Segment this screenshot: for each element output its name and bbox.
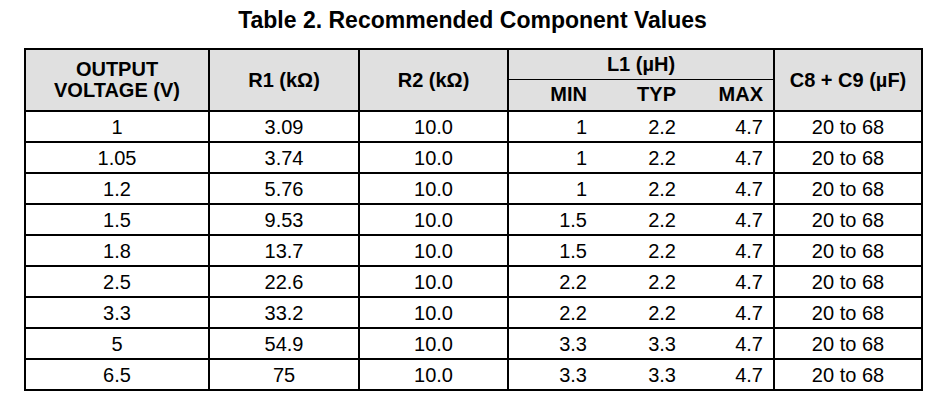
table-cell: 10.0 <box>359 111 508 142</box>
table-cell: 20 to 68 <box>774 111 922 142</box>
table-cell: 1.5 <box>508 235 597 266</box>
table-body: 13.0910.012.24.720 to 681.053.7410.012.2… <box>25 111 922 390</box>
table-cell: 4.7 <box>686 328 774 359</box>
table-cell: 10.0 <box>359 297 508 328</box>
table-cell: 4.7 <box>686 111 774 142</box>
table-cell: 10.0 <box>359 204 508 235</box>
table-cell: 2.2 <box>508 266 597 297</box>
table-cell: 3.3 <box>508 328 597 359</box>
table-cell: 3.74 <box>209 142 359 173</box>
table-cell: 2.2 <box>597 204 686 235</box>
header-row-top: OUTPUT VOLTAGE (V) R1 (kΩ) R2 (kΩ) L1 (µ… <box>25 49 922 79</box>
table-cell: 2.2 <box>597 142 686 173</box>
table-cell: 1.5 <box>508 204 597 235</box>
column-header-l1-typ: TYP <box>597 79 686 111</box>
column-header-r2: R2 (kΩ) <box>359 49 508 111</box>
table-cell: 1 <box>508 173 597 204</box>
table-cell: 22.6 <box>209 266 359 297</box>
table-row: 1.813.710.01.52.24.720 to 68 <box>25 235 922 266</box>
table-row: 3.333.210.02.22.24.720 to 68 <box>25 297 922 328</box>
table-cell: 20 to 68 <box>774 142 922 173</box>
table-cell: 4.7 <box>686 173 774 204</box>
table-cell: 10.0 <box>359 142 508 173</box>
table-cell: 1.2 <box>25 173 209 204</box>
table-title: Table 2. Recommended Component Values <box>24 7 921 33</box>
table-cell: 20 to 68 <box>774 297 922 328</box>
table-cell: 20 to 68 <box>774 204 922 235</box>
table-cell: 1.5 <box>25 204 209 235</box>
table-cell: 2.5 <box>25 266 209 297</box>
table-cell: 1 <box>25 111 209 142</box>
table-row: 554.910.03.33.34.720 to 68 <box>25 328 922 359</box>
table-cell: 6.5 <box>25 359 209 390</box>
table-cell: 10.0 <box>359 328 508 359</box>
table-header: OUTPUT VOLTAGE (V) R1 (kΩ) R2 (kΩ) L1 (µ… <box>25 49 922 111</box>
table-cell: 5.76 <box>209 173 359 204</box>
table-row: 1.25.7610.012.24.720 to 68 <box>25 173 922 204</box>
table-cell: 4.7 <box>686 297 774 328</box>
table-cell: 2.2 <box>597 235 686 266</box>
table-cell: 2.2 <box>597 297 686 328</box>
table-cell: 13.7 <box>209 235 359 266</box>
recommended-component-values-table: OUTPUT VOLTAGE (V) R1 (kΩ) R2 (kΩ) L1 (µ… <box>24 48 923 391</box>
table-cell: 9.53 <box>209 204 359 235</box>
table-row: 1.053.7410.012.24.720 to 68 <box>25 142 922 173</box>
table-cell: 4.7 <box>686 235 774 266</box>
table-row: 6.57510.03.33.34.720 to 68 <box>25 359 922 390</box>
table-cell: 2.2 <box>508 297 597 328</box>
table-cell: 4.7 <box>686 142 774 173</box>
table-cell: 75 <box>209 359 359 390</box>
table-cell: 1.05 <box>25 142 209 173</box>
column-header-l1-max: MAX <box>686 79 774 111</box>
table-cell: 20 to 68 <box>774 266 922 297</box>
table-cell: 2.2 <box>597 111 686 142</box>
column-header-output-voltage: OUTPUT VOLTAGE (V) <box>25 49 209 111</box>
column-header-c8-c9: C8 + C9 (µF) <box>774 49 922 111</box>
table-row: 13.0910.012.24.720 to 68 <box>25 111 922 142</box>
table-cell: 2.2 <box>597 266 686 297</box>
table-row: 2.522.610.02.22.24.720 to 68 <box>25 266 922 297</box>
table-cell: 4.7 <box>686 266 774 297</box>
table-cell: 1 <box>508 111 597 142</box>
table-cell: 10.0 <box>359 235 508 266</box>
table-cell: 20 to 68 <box>774 328 922 359</box>
table-cell: 4.7 <box>686 204 774 235</box>
table-cell: 3.3 <box>597 328 686 359</box>
table-row: 1.59.5310.01.52.24.720 to 68 <box>25 204 922 235</box>
table-cell: 20 to 68 <box>774 173 922 204</box>
table-cell: 3.09 <box>209 111 359 142</box>
table-cell: 10.0 <box>359 359 508 390</box>
table-cell: 54.9 <box>209 328 359 359</box>
table-cell: 3.3 <box>597 359 686 390</box>
table-cell: 10.0 <box>359 266 508 297</box>
table-cell: 10.0 <box>359 173 508 204</box>
table-cell: 4.7 <box>686 359 774 390</box>
table-cell: 5 <box>25 328 209 359</box>
table-cell: 3.3 <box>25 297 209 328</box>
table-cell: 20 to 68 <box>774 235 922 266</box>
column-header-r1: R1 (kΩ) <box>209 49 359 111</box>
column-header-l1-group: L1 (µH) <box>508 49 774 79</box>
table-cell: 2.2 <box>597 173 686 204</box>
page: { "title": "Table 2. Recommended Compone… <box>0 0 942 400</box>
table-cell: 33.2 <box>209 297 359 328</box>
column-header-l1-min: MIN <box>508 79 597 111</box>
table-cell: 1.8 <box>25 235 209 266</box>
table-cell: 20 to 68 <box>774 359 922 390</box>
table-cell: 1 <box>508 142 597 173</box>
table-cell: 3.3 <box>508 359 597 390</box>
